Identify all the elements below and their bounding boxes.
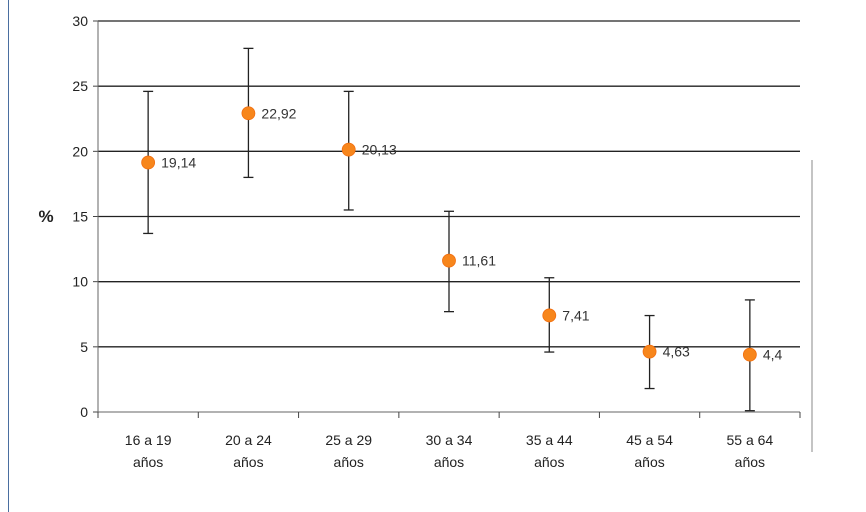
x-tick-label: 25 a 29 (325, 432, 372, 448)
x-tick-label-sub: años (534, 454, 564, 470)
x-tick-label-sub: años (334, 454, 364, 470)
data-point (542, 308, 557, 323)
data-label: 7,41 (562, 307, 589, 323)
data-point (742, 347, 757, 362)
data-point (341, 142, 356, 157)
data-label: 20,13 (362, 142, 397, 158)
data-label: 4,63 (663, 344, 690, 360)
y-tick-label: 20 (72, 143, 88, 159)
y-tick-label: 5 (80, 339, 88, 355)
data-point (642, 344, 657, 359)
y-tick-label: 15 (72, 209, 88, 225)
x-tick-label: 55 a 64 (726, 432, 773, 448)
frame-left-border (8, 0, 9, 512)
data-label: 11,61 (462, 253, 496, 269)
data-label: 19,14 (161, 155, 196, 171)
x-tick-label-sub: años (133, 454, 163, 470)
x-tick-label: 45 a 54 (626, 432, 673, 448)
data-point (241, 106, 256, 121)
x-tick-label-sub: años (634, 454, 664, 470)
y-tick-label: 25 (72, 78, 88, 94)
data-point (141, 155, 156, 170)
y-tick-label: 10 (72, 274, 88, 290)
x-tick-label: 35 a 44 (526, 432, 573, 448)
y-tick-label: 30 (72, 13, 88, 29)
x-tick-label-sub: años (735, 454, 765, 470)
x-tick-label: 16 a 19 (125, 432, 172, 448)
x-tick-label: 30 a 34 (426, 432, 473, 448)
data-label: 4,4 (763, 347, 783, 363)
x-tick-label-sub: años (434, 454, 464, 470)
x-tick-label-sub: años (233, 454, 263, 470)
x-tick-label: 20 a 24 (225, 432, 272, 448)
y-axis-label: % (38, 207, 53, 226)
y-tick-label: 0 (80, 404, 88, 420)
data-point (442, 253, 456, 268)
data-label: 22,92 (261, 105, 296, 121)
